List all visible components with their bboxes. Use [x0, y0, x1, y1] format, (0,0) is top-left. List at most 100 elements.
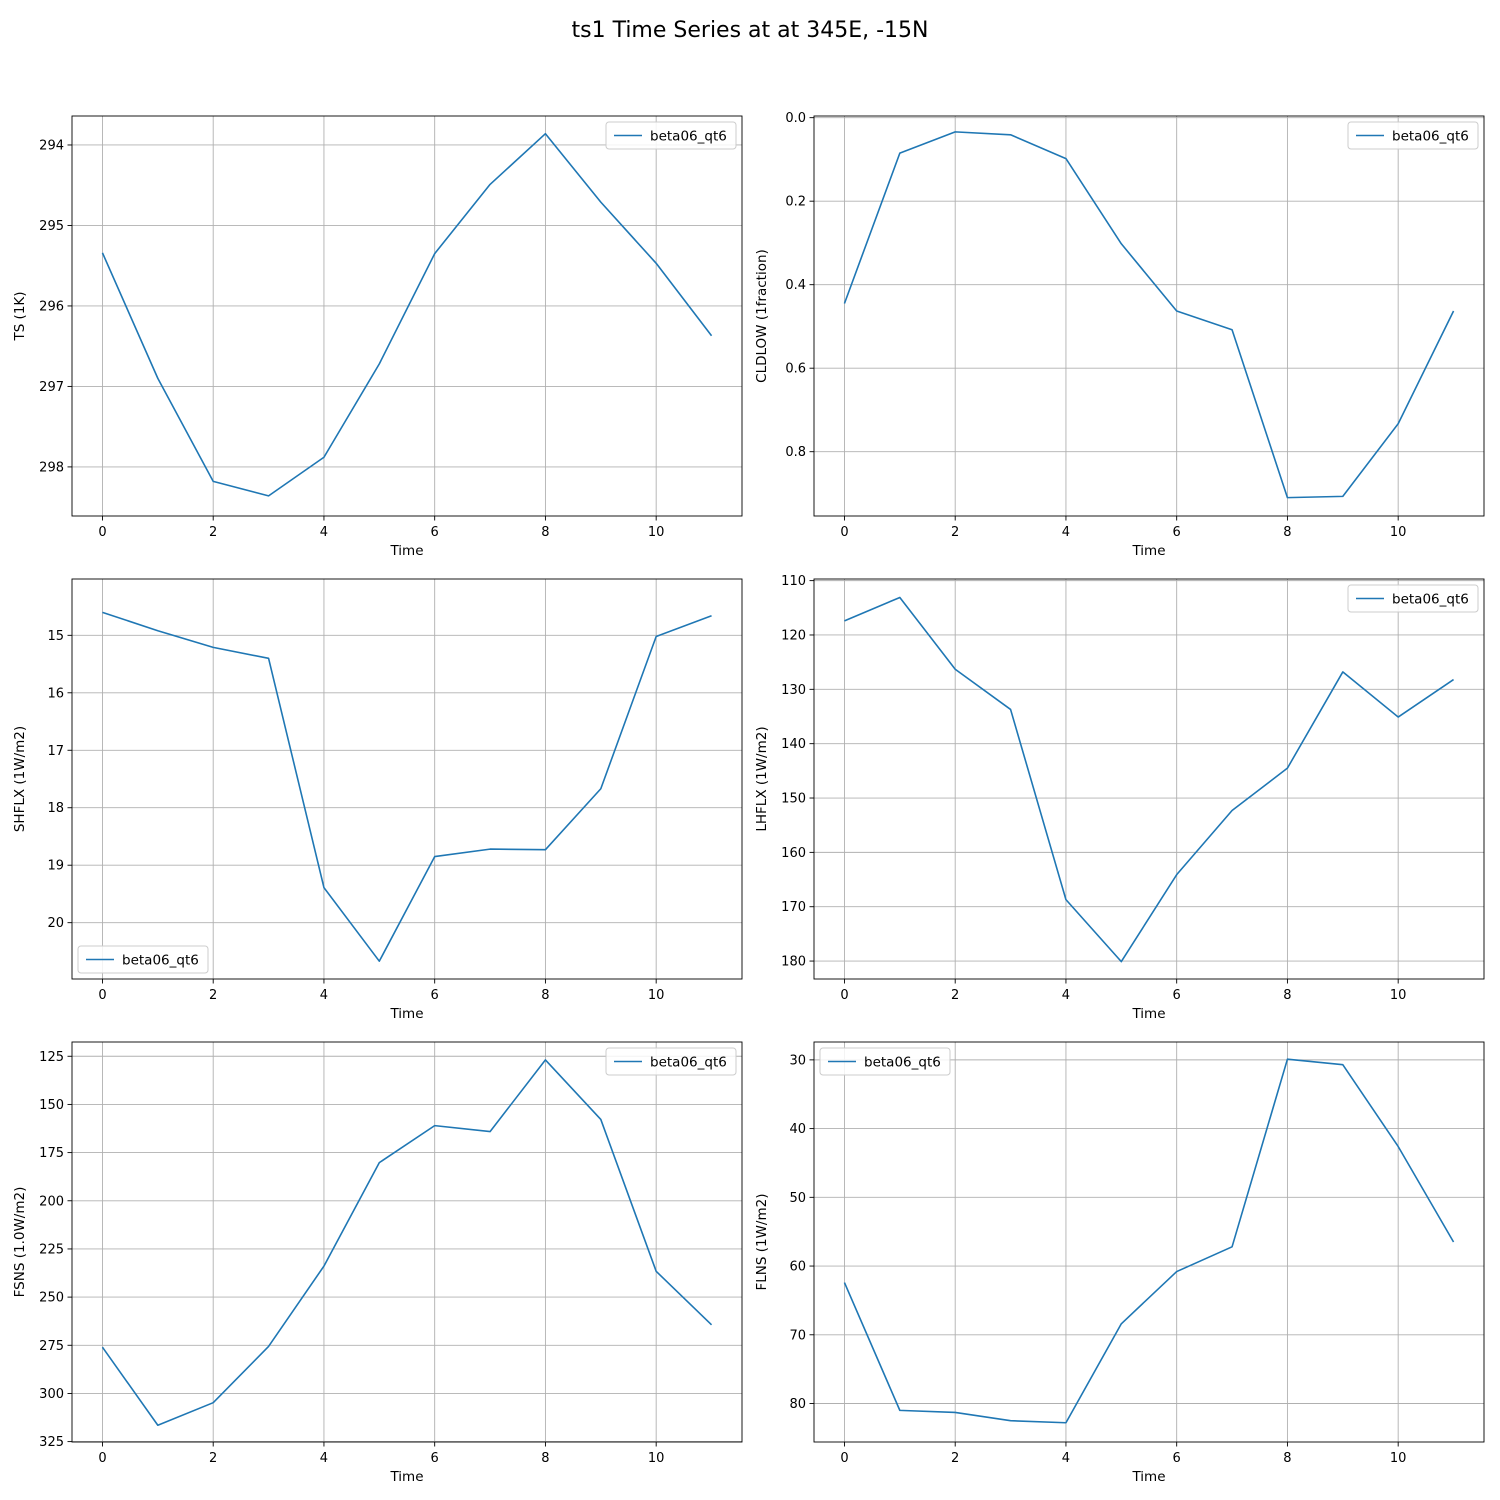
subplot-5: 0 2 4 6 8 10 125 150 175 200 225 250 275 300 325 Time FS…	[12, 1041, 743, 1485]
y-tick-label: 300	[39, 1387, 64, 1402]
y-tick-label: 50	[789, 1191, 806, 1206]
data-point	[655, 1270, 657, 1272]
y-tick-label: 295	[39, 219, 64, 234]
x-axis-label: Time	[1131, 543, 1165, 559]
x-tick-label: 0	[840, 988, 848, 1003]
legend: beta06_qt6	[1347, 584, 1479, 613]
subplot-grid: 0 2 4 6 8 10 294 295 296 297 298 Time TS (1K) beta06_…	[12, 111, 1485, 1485]
data-point	[1397, 1145, 1399, 1147]
data-point	[899, 152, 901, 154]
data-point	[489, 183, 491, 185]
y-tick-label: 60	[789, 1260, 806, 1275]
x-tick-label: 6	[1173, 525, 1181, 540]
subplot-1: 0 2 4 6 8 10 294 295 296 297 298 Time TS (1K) beta06_…	[12, 115, 743, 559]
subplot-3: 0 2 4 6 8 10 15 16 17 18 19 20 Time SHFLX (1W/m2) beta…	[12, 578, 743, 1022]
y-tick-label: 0.8	[785, 445, 806, 460]
x-tick-label: 0	[840, 1451, 848, 1466]
y-tick-label: 180	[781, 955, 806, 970]
data-point	[1120, 243, 1122, 245]
y-tick-label: 120	[781, 628, 806, 643]
x-tick-label: 2	[209, 988, 217, 1003]
y-tick-label: 175	[39, 1146, 64, 1161]
data-point	[899, 596, 901, 598]
x-tick-label: 8	[541, 525, 549, 540]
data-point	[1231, 329, 1233, 331]
data-point	[544, 133, 546, 135]
legend-box	[1347, 584, 1479, 613]
legend-label: beta06_qt6	[650, 1055, 727, 1071]
data-point	[1286, 1058, 1288, 1060]
data-point	[1009, 134, 1011, 136]
subplot-2: 0 2 4 6 8 10 0.0 0.2 0.4 0.6 0.8 Time CLDLOW (1fract…	[754, 111, 1485, 559]
plot-frame	[71, 578, 743, 980]
data-point	[1397, 423, 1399, 425]
data-point	[544, 848, 546, 850]
data-point	[489, 1130, 491, 1132]
data-point	[655, 262, 657, 264]
x-tick-label: 10	[648, 525, 665, 540]
x-tick-label: 8	[1283, 1451, 1291, 1466]
y-tick-label: 80	[789, 1397, 806, 1412]
y-axis-label: SHFLX (1W/m2)	[12, 726, 28, 832]
legend-box	[1347, 121, 1479, 150]
series-line	[843, 1058, 1455, 1424]
x-tick-label: 6	[431, 1451, 439, 1466]
x-tick-label: 0	[98, 525, 106, 540]
data-point	[1397, 716, 1399, 718]
data-point	[1342, 495, 1344, 497]
data-point	[1342, 671, 1344, 673]
x-tick-label: 0	[98, 988, 106, 1003]
legend: beta06_qt6	[819, 1047, 951, 1076]
x-tick-label: 2	[951, 525, 959, 540]
y-tick-label: 19	[47, 859, 64, 874]
x-tick-label: 0	[98, 1451, 106, 1466]
plot-frame	[71, 115, 743, 517]
data-point	[1452, 310, 1454, 312]
data-point	[1065, 1422, 1067, 1424]
y-tick-label: 150	[781, 792, 806, 807]
data-point	[1009, 708, 1011, 710]
series-line	[101, 1059, 713, 1427]
series-line	[101, 132, 713, 497]
y-axis-label: LHFLX (1W/m2)	[754, 726, 770, 831]
y-tick-label: 296	[39, 299, 64, 314]
x-axis-label: Time	[389, 543, 423, 559]
data-point	[710, 1324, 712, 1326]
x-tick-label: 2	[951, 988, 959, 1003]
data-point	[157, 630, 159, 632]
x-tick-label: 6	[1173, 1451, 1181, 1466]
x-tick-label: 10	[648, 1451, 665, 1466]
y-tick-label: 17	[47, 744, 64, 759]
y-tick-label: 325	[39, 1435, 64, 1450]
x-tick-label: 6	[1173, 988, 1181, 1003]
y-tick-label: 70	[789, 1328, 806, 1343]
data-point	[323, 1265, 325, 1267]
y-tick-label: 18	[47, 801, 64, 816]
x-tick-label: 8	[541, 1451, 549, 1466]
legend-box	[605, 1047, 737, 1076]
x-tick-label: 2	[209, 525, 217, 540]
data-point	[1175, 1270, 1177, 1272]
plot-frame	[813, 578, 1485, 980]
subplot-4: 0 2 4 6 8 10 110 120 130 140 150 160 170 180 Time LHFLX…	[754, 574, 1485, 1022]
series-line	[102, 611, 712, 962]
y-tick-label: 130	[781, 683, 806, 698]
legend-box	[77, 945, 209, 974]
data-point	[1286, 496, 1288, 498]
data-point	[267, 657, 269, 659]
plot-frame	[813, 115, 1485, 517]
data-point	[655, 635, 657, 637]
data-point	[267, 495, 269, 497]
x-tick-label: 10	[1390, 1451, 1407, 1466]
y-tick-label: 297	[39, 380, 64, 395]
legend-label: beta06_qt6	[650, 129, 727, 145]
legend-label: beta06_qt6	[122, 953, 199, 969]
data-point	[544, 1059, 546, 1061]
legend-box	[605, 121, 737, 150]
y-tick-label: 160	[781, 846, 806, 861]
legend: beta06_qt6	[605, 121, 737, 150]
data-point	[323, 886, 325, 888]
x-tick-label: 4	[320, 1451, 328, 1466]
x-tick-label: 2	[209, 1451, 217, 1466]
data-point	[1120, 1323, 1122, 1325]
